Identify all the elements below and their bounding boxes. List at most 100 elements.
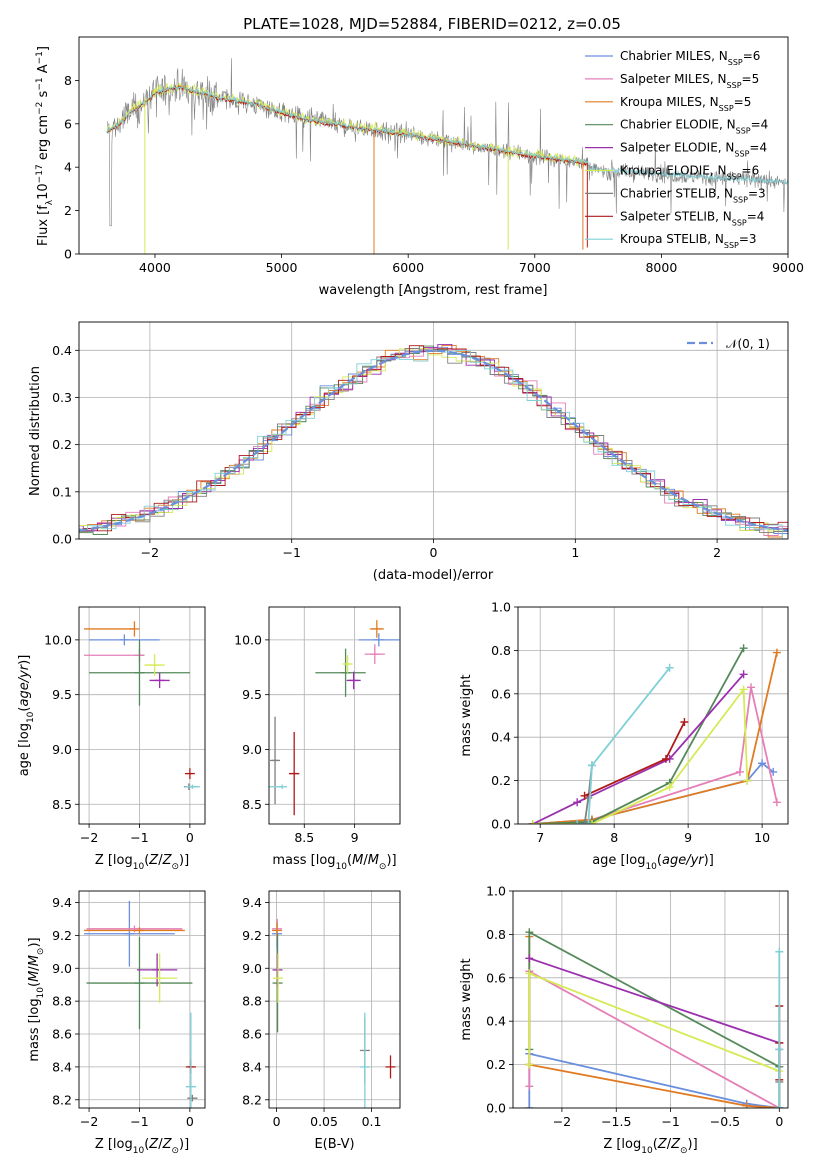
plot-area-ebv-mass xyxy=(269,891,400,1108)
hist-kroupa-miles xyxy=(79,344,788,538)
point-chabrier-stelib xyxy=(187,1094,198,1102)
point-kroupa-elodie xyxy=(342,655,353,673)
label-part: 10 xyxy=(26,711,36,723)
z-mass-xlabel: Z [log10(Z/Z⊙)] xyxy=(95,1137,189,1156)
weight-line-kroupa-stelib xyxy=(577,667,671,824)
legend-name: Salpeter STELIB, N xyxy=(620,209,732,223)
point-kroupa-elodie xyxy=(144,654,165,677)
legend-value: =3 xyxy=(739,232,757,246)
y-tick-label: 4 xyxy=(64,160,72,175)
y-tick-label: 9.2 xyxy=(52,928,72,943)
label-part: )] xyxy=(386,853,396,868)
y-tick-label: 9.0 xyxy=(242,742,262,757)
spectrum-xlabel: wavelength [Angstrom, rest frame] xyxy=(319,283,548,298)
label-part: )] xyxy=(179,1137,189,1152)
weight-line-salpeter-elodie xyxy=(532,673,745,824)
x-tick-label: 7000 xyxy=(519,260,551,275)
hist-chabrier-stelib xyxy=(79,348,788,534)
x-tick-label: 9 xyxy=(351,830,359,845)
label-part: ( xyxy=(17,707,32,712)
label-part: Z xyxy=(148,853,159,868)
label-part: 10 xyxy=(336,862,348,872)
legend-sub: SSP xyxy=(733,195,748,204)
weight-marker xyxy=(525,969,534,978)
label-part: ( xyxy=(347,853,352,868)
point-salpeter-stelib xyxy=(184,768,195,780)
legend-name: Kroupa MILES, N xyxy=(620,95,719,109)
label-part: ⊙ xyxy=(171,862,179,872)
label-part: −17 xyxy=(35,164,45,183)
weight-marker xyxy=(573,820,582,824)
point-kroupa-miles xyxy=(84,927,185,934)
legend-name: Chabrier STELIB, N xyxy=(620,186,733,200)
weight-line-chabrier-elodie xyxy=(532,647,745,824)
weight-marker xyxy=(525,954,534,963)
label-part: 10 xyxy=(133,862,145,872)
legend-entry: Chabrier ELODIE, NSSP=4 xyxy=(620,118,768,136)
label-part: )] xyxy=(688,1137,698,1152)
weight-marker xyxy=(661,754,670,763)
weight-marker xyxy=(665,663,674,672)
label-part: Flux [f xyxy=(36,205,51,246)
axes-residuals: −2 −1 0 1 2 0.0 0.1 0.2 0.3 0.4 𝒩(0, 1) (data-model… xyxy=(28,321,789,583)
mass-age-xlabel: mass [log10(M/M⊙)] xyxy=(272,853,396,872)
weight-marker xyxy=(573,798,582,807)
legend-sub: SSP xyxy=(736,126,751,135)
y-tick-label: 0.1 xyxy=(52,484,72,499)
weight-marker xyxy=(525,928,534,937)
age-weight-xlabel: age [log10(age/yr)] xyxy=(592,853,714,872)
y-tick-label: 8.2 xyxy=(242,1092,262,1107)
x-tick-label: −1.5 xyxy=(601,1114,631,1129)
label-part: mass weight xyxy=(459,674,474,756)
legend-value: =4 xyxy=(747,209,765,223)
label-part: 10 xyxy=(133,1146,145,1156)
x-tick-label: 0.05 xyxy=(310,1114,338,1129)
label-part: (data-model)/error xyxy=(373,568,494,583)
plot-area-residuals xyxy=(79,322,788,539)
label-part: age [log xyxy=(17,723,32,776)
label-part: ( xyxy=(657,853,662,868)
weight-marker xyxy=(680,718,689,727)
z-age-xlabel: Z [log10(Z/Z⊙)] xyxy=(95,853,189,872)
x-tick-label: 0 xyxy=(186,1114,194,1129)
point-chabrier-elodie xyxy=(89,639,190,706)
label-part: / xyxy=(667,1137,672,1152)
weight-marker xyxy=(580,820,589,824)
spectrum-data xyxy=(106,58,786,227)
weight-marker xyxy=(739,670,748,679)
point-kroupa-stelib xyxy=(185,1012,196,1108)
label-part: ( xyxy=(144,1137,149,1152)
label-part: Z [log xyxy=(95,1137,133,1152)
legend-sub: SSP xyxy=(724,241,739,250)
spectrum-model-kroupa-miles xyxy=(106,84,588,166)
legend-value: =3 xyxy=(748,186,766,200)
label-part: erg cm xyxy=(36,115,51,164)
legend-normal-label: 𝒩(0, 1) xyxy=(726,337,770,351)
y-tick-label: 1.0 xyxy=(486,884,506,899)
x-tick-label: −2 xyxy=(553,1114,571,1129)
label-part: ⊙ xyxy=(379,862,387,872)
y-tick-label: 0.6 xyxy=(486,970,506,985)
axes-frame xyxy=(268,890,401,1109)
plot-area-age-weight xyxy=(518,607,788,824)
label-part: M xyxy=(368,853,379,868)
label-part: M xyxy=(27,955,42,966)
y-tick-label: 8.6 xyxy=(242,1027,262,1042)
plot-area-spectrum xyxy=(106,58,788,254)
y-tick-label: 8.8 xyxy=(52,994,72,1009)
point-chabrier-miles xyxy=(358,633,399,647)
legend-entry: Chabrier MILES, NSSP=6 xyxy=(620,49,760,67)
label-part: Z xyxy=(162,853,173,868)
label-part: M xyxy=(352,853,363,868)
label-part: A xyxy=(36,64,51,77)
y-tick-label: 9.5 xyxy=(52,687,72,702)
weight-marker xyxy=(528,820,537,824)
x-tick-label: 4000 xyxy=(139,260,171,275)
label-part: 10 xyxy=(36,987,46,999)
y-tick-label: 8.4 xyxy=(242,1059,262,1074)
y-tick-label: 0 xyxy=(64,247,72,262)
legend-name: Salpeter MILES, N xyxy=(620,72,727,86)
legend-name: Salpeter ELODIE, N xyxy=(620,141,734,155)
